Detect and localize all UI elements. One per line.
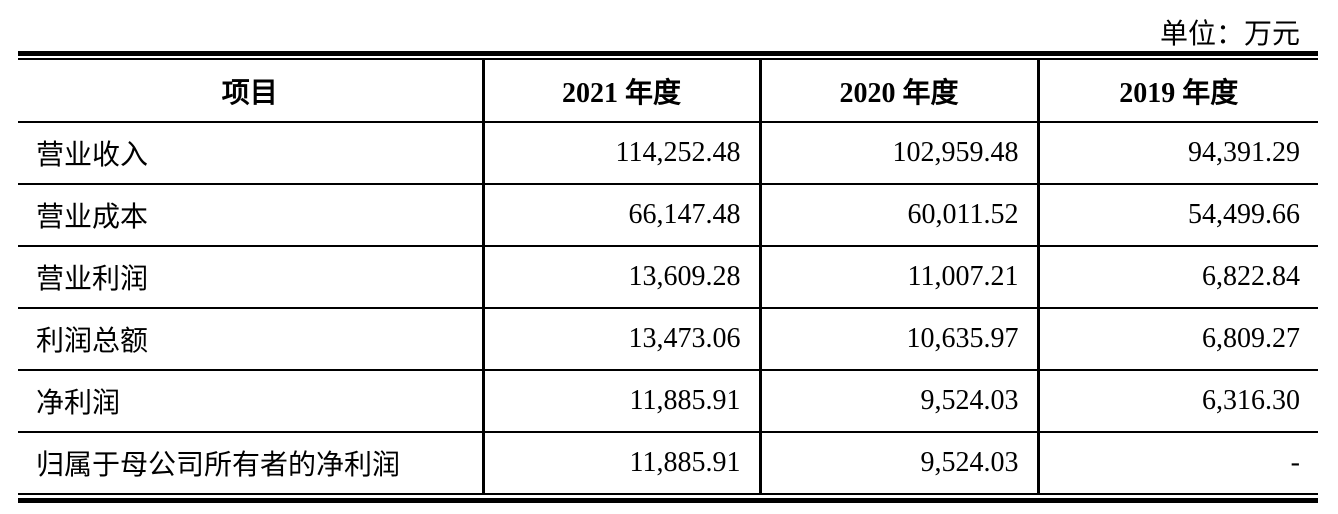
row-label: 净利润 — [18, 370, 483, 433]
row-label: 营业利润 — [18, 246, 483, 309]
row-value: 11,885.91 — [481, 432, 760, 493]
row-value: 114,252.48 — [481, 122, 760, 185]
row-value: 6,316.30 — [1036, 370, 1318, 433]
row-value: 11,007.21 — [758, 246, 1038, 309]
table-row: 营业收入 114,252.48 102,959.48 94,391.29 — [18, 122, 1318, 185]
table-row: 净利润 11,885.91 9,524.03 6,316.30 — [18, 370, 1318, 433]
row-value: 13,609.28 — [481, 246, 760, 309]
financial-table: 项目 2021 年度 2020 年度 2019 年度 营业收入 114,252.4… — [18, 60, 1318, 493]
row-value: 6,822.84 — [1036, 246, 1318, 309]
row-label: 营业收入 — [18, 122, 483, 185]
row-value: 6,809.27 — [1036, 308, 1318, 371]
table-row: 利润总额 13,473.06 10,635.97 6,809.27 — [18, 308, 1318, 371]
row-value: 9,524.03 — [758, 432, 1038, 493]
financial-table-container: 项目 2021 年度 2020 年度 2019 年度 营业收入 114,252.4… — [18, 51, 1318, 503]
header-item: 项目 — [18, 60, 483, 123]
header-2021: 2021 年度 — [481, 60, 760, 123]
header-2020: 2020 年度 — [758, 60, 1038, 123]
row-label: 归属于母公司所有者的净利润 — [36, 450, 401, 481]
row-value: 66,147.48 — [481, 184, 760, 247]
row-label: 利润总额 — [18, 308, 483, 371]
unit-label: 单位：万元 — [1159, 19, 1300, 50]
table-row: 营业成本 66,147.48 60,011.52 54,499.66 — [18, 184, 1318, 247]
table-header-row: 项目 2021 年度 2020 年度 2019 年度 — [18, 60, 1318, 123]
row-value: 9,524.03 — [758, 370, 1038, 433]
table-bottom-double-rule — [18, 493, 1318, 503]
row-value: 11,885.91 — [481, 370, 760, 433]
row-value: 60,011.52 — [758, 184, 1038, 247]
table-row: 归属于母公司所有者的净利润 11,885.91 9,524.03- — [18, 432, 1318, 493]
row-label: 营业成本 — [18, 184, 483, 247]
header-2019: 2019 年度 — [1036, 60, 1318, 123]
row-value: - — [1036, 432, 1318, 493]
row-value: 102,959.48 — [758, 122, 1038, 185]
row-value: 10,635.97 — [758, 308, 1038, 371]
table-row: 营业利润 13,609.28 11,007.21 6,822.84 — [18, 246, 1318, 309]
row-value: 94,391.29 — [1036, 122, 1318, 185]
table-top-double-rule — [18, 51, 1318, 60]
row-value: 54,499.66 — [1036, 184, 1318, 247]
row-value: 13,473.06 — [481, 308, 760, 371]
